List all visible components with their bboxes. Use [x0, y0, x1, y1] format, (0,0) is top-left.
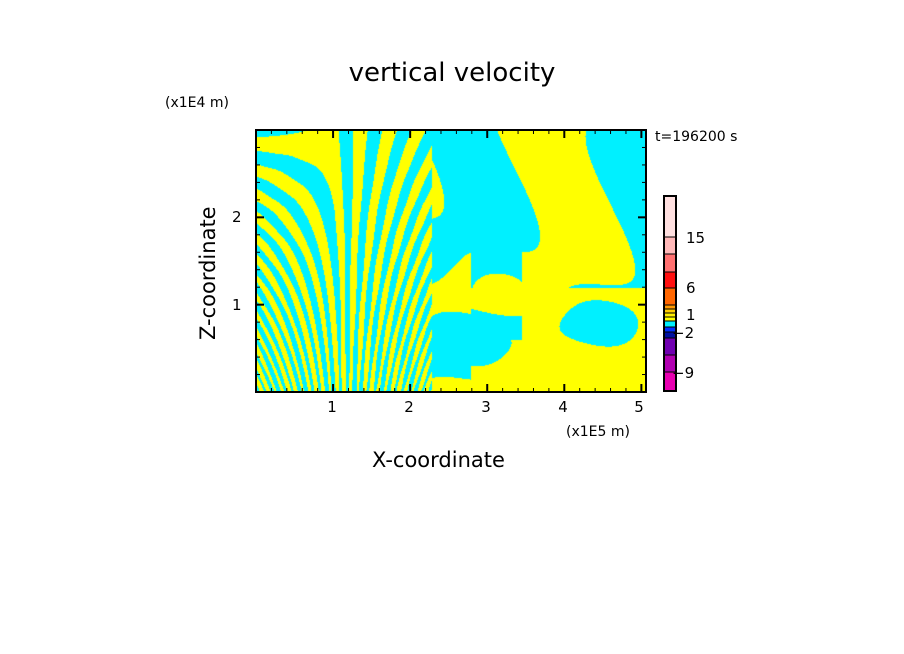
- colorbar-swatch: [663, 236, 677, 255]
- x-axis-label: X-coordinate: [372, 448, 505, 472]
- colorbar-swatch: [663, 312, 677, 318]
- x-tick-label: 5: [634, 398, 644, 416]
- colorbar-swatch: [663, 253, 677, 273]
- velocity-field-plot: [256, 130, 646, 392]
- plot-frame: [255, 129, 647, 393]
- x-tick-label: 4: [558, 398, 568, 416]
- x-unit-label: (x1E5 m): [566, 424, 630, 440]
- y-tick-label: 2: [232, 208, 242, 226]
- colorbar-swatch: [663, 308, 677, 314]
- colorbar-label: 15: [686, 229, 706, 247]
- colorbar-swatch: [663, 287, 677, 306]
- colorbar-swatch: [663, 371, 677, 392]
- time-label: t=196200 s: [655, 129, 738, 145]
- colorbar-frame: [663, 195, 677, 392]
- colorbar-swatch: [663, 195, 677, 238]
- colorbar-label: −9: [672, 364, 695, 382]
- colorbar-label: −2: [672, 324, 695, 342]
- x-tick-label: 3: [481, 398, 491, 416]
- y-tick-label: 1: [232, 296, 242, 314]
- colorbar-label: 6: [686, 279, 696, 297]
- colorbar-label: 1: [686, 306, 696, 324]
- y-axis-label: Z-coordinate: [196, 206, 220, 340]
- colorbar-swatch: [663, 304, 677, 310]
- colorbar-swatch: [663, 316, 677, 322]
- colorbar: [663, 195, 677, 392]
- x-tick-label: 1: [327, 398, 337, 416]
- y-unit-label: (x1E4 m): [165, 95, 229, 111]
- chart-title: vertical velocity: [348, 58, 556, 88]
- x-tick-label: 2: [404, 398, 414, 416]
- colorbar-swatch: [663, 271, 677, 289]
